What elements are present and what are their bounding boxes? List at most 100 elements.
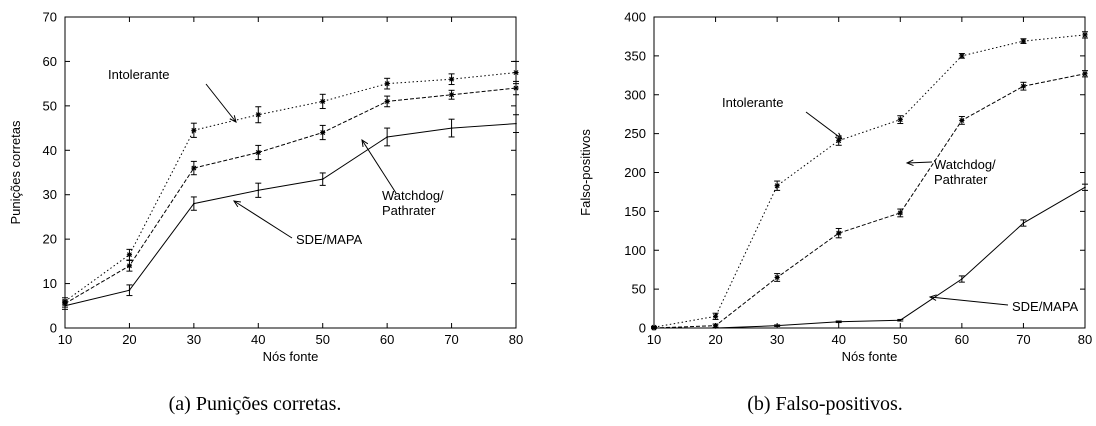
x-tick-label: 80 — [1078, 332, 1092, 347]
series-dashed — [651, 70, 1088, 331]
data-point — [386, 136, 388, 138]
annotation-label: Pathrater — [934, 172, 988, 187]
x-tick-label: 20 — [122, 332, 136, 347]
data-point — [1084, 186, 1086, 189]
x-tick-label: 40 — [831, 332, 845, 347]
x-tick-label: 30 — [187, 332, 201, 347]
y-tick-label: 400 — [624, 10, 646, 25]
data-point — [1020, 83, 1027, 89]
data-point — [191, 165, 197, 171]
series-annotation: SDE/MAPA — [232, 200, 363, 247]
x-axis-label: Nós fonte — [842, 349, 898, 364]
arrow-head — [232, 200, 241, 208]
data-point — [959, 53, 965, 59]
data-point — [126, 252, 133, 258]
annotation-label: SDE/MAPA — [296, 232, 363, 247]
data-point — [836, 230, 842, 236]
y-axis-label: Punições corretas — [8, 120, 23, 225]
series-annotation: Watchdog/Pathrater — [905, 157, 996, 187]
data-point — [774, 183, 780, 189]
data-point — [450, 127, 453, 129]
y-tick-label: 50 — [632, 282, 646, 297]
data-point — [1082, 71, 1088, 77]
data-point — [255, 149, 261, 156]
annotation-arrow — [361, 139, 397, 194]
data-point — [961, 278, 963, 280]
plot-frame — [64, 16, 517, 329]
data-point — [714, 327, 717, 329]
series-solid — [62, 114, 519, 310]
x-tick-label: 50 — [893, 332, 907, 347]
data-point — [1082, 32, 1088, 38]
data-point — [837, 320, 840, 323]
y-axis-label: Falso-positivos — [578, 129, 593, 216]
data-point — [513, 69, 519, 76]
data-point — [128, 289, 131, 292]
data-point — [836, 138, 842, 144]
data-point — [515, 122, 517, 125]
y-tick-label: 70 — [43, 10, 57, 25]
data-point — [193, 202, 195, 205]
annotation-label: Watchdog/ — [934, 157, 996, 172]
data-point — [191, 127, 197, 133]
y-tick-label: 40 — [43, 143, 57, 158]
data-point — [448, 92, 455, 98]
x-tick-label: 60 — [380, 332, 394, 347]
data-point — [384, 81, 390, 87]
x-tick-label: 80 — [509, 332, 523, 347]
annotation-label: Intolerante — [722, 95, 783, 110]
y-tick-label: 100 — [624, 243, 646, 258]
x-axis-label: Nós fonte — [263, 349, 319, 364]
data-point — [897, 210, 903, 216]
data-point — [320, 98, 326, 105]
data-point — [384, 98, 390, 105]
annotation-arrow — [205, 83, 237, 123]
series-line — [654, 186, 1086, 329]
x-tick-label: 10 — [647, 332, 661, 347]
x-tick-label: 20 — [708, 332, 722, 347]
figure-caption: (b) Falso-positivos. — [747, 393, 903, 415]
series-annotation: Watchdog/Pathrater — [361, 138, 444, 218]
series-dashed — [62, 80, 519, 308]
x-tick-label: 10 — [58, 332, 72, 347]
data-point — [1022, 222, 1025, 224]
y-tick-label: 300 — [624, 87, 646, 102]
series-annotation: SDE/MAPA — [928, 294, 1079, 314]
series-solid — [653, 183, 1088, 329]
data-point — [776, 324, 778, 327]
y-tick-label: 0 — [50, 321, 57, 336]
data-point — [255, 112, 261, 118]
arrow-head — [229, 115, 237, 123]
chart-falso-positivos: 10 20 30 40 50 60 70 80 0 50 100 150 200 250 300 350 400… — [578, 10, 1092, 416]
data-point — [257, 189, 260, 192]
data-point — [653, 327, 655, 329]
annotation-label: SDE/MAPA — [1012, 299, 1079, 314]
data-point — [712, 323, 719, 329]
y-tick-label: 60 — [43, 54, 57, 69]
x-tick-label: 70 — [1016, 332, 1030, 347]
y-tick-label: 20 — [43, 232, 57, 247]
data-point — [897, 117, 903, 123]
data-point — [959, 117, 965, 124]
annotation-arrow — [805, 111, 843, 140]
y-tick-label: 0 — [639, 321, 646, 336]
annotation-arrow — [906, 161, 933, 164]
y-tick-label: 250 — [624, 126, 646, 141]
data-point — [712, 313, 719, 319]
series-line — [64, 72, 517, 302]
series-line — [653, 34, 1086, 328]
arrow-head — [835, 132, 843, 140]
data-point — [899, 319, 902, 322]
y-tick-label: 150 — [624, 204, 646, 219]
y-tick-label: 30 — [43, 187, 57, 202]
data-point — [448, 76, 455, 82]
x-tick-label: 60 — [955, 332, 969, 347]
data-point — [64, 304, 66, 307]
annotation-label: Pathrater — [382, 203, 436, 218]
data-point — [321, 178, 324, 180]
data-point — [774, 274, 780, 281]
x-tick-label: 50 — [315, 332, 329, 347]
y-tick-label: 350 — [624, 48, 646, 63]
annotation-label: Intolerante — [108, 67, 169, 82]
